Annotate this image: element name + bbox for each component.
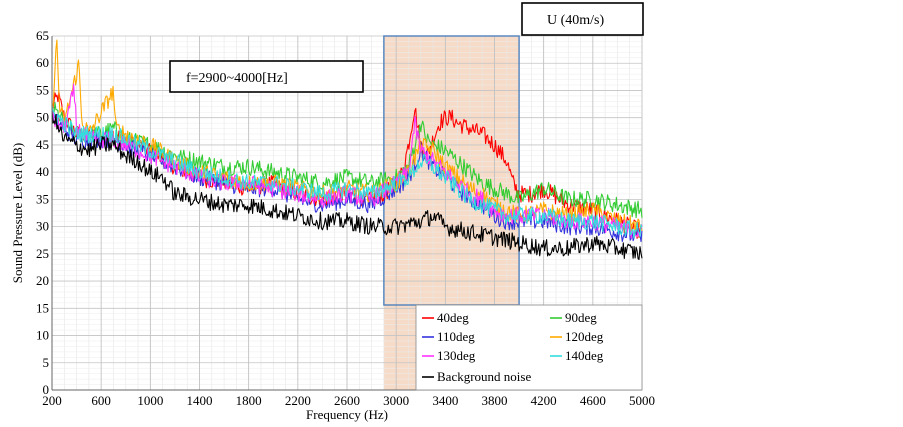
y-tick-label: 60 [36, 55, 49, 70]
y-tick-label: 10 [36, 328, 49, 343]
freq-range-annotation: f=2900~4000[Hz] [169, 60, 364, 93]
x-tick-label: 4200 [531, 393, 557, 408]
x-tick-label: 600 [91, 393, 111, 408]
y-tick-label: 55 [36, 82, 49, 97]
y-tick-label: 40 [36, 164, 49, 179]
y-tick-label: 0 [43, 382, 50, 397]
legend: 40deg 90deg 110deg 120deg 130deg 140deg Backgr… [415, 304, 643, 391]
x-tick-label: 1400 [187, 393, 213, 408]
y-tick-label: 45 [36, 137, 49, 152]
y-axis-title: Sound Pressure Level (dB) [10, 143, 25, 283]
velocity-annotation: U (40m/s) [521, 2, 644, 36]
x-tick-label: 5000 [629, 393, 655, 408]
legend-label: Background noise [437, 369, 531, 384]
y-tick-labels: 0 5 10 15 20 25 30 35 40 45 50 55 60 65 [36, 28, 49, 397]
y-tick-label: 25 [36, 246, 49, 261]
y-tick-label: 35 [36, 191, 49, 206]
y-tick-label: 30 [36, 219, 49, 234]
velocity-text: U (40m/s) [547, 13, 605, 28]
velocity-box [521, 2, 644, 36]
freq-range-text: f=2900~4000[Hz] [186, 71, 288, 86]
series-line-90deg [51, 102, 643, 219]
x-tick-label: 3400 [432, 393, 458, 408]
y-tick-label: 15 [36, 300, 49, 315]
legend-label: 110deg [437, 329, 475, 344]
x-tick-label: 3000 [383, 393, 409, 408]
series-layer [51, 39, 643, 261]
series-line-120deg [51, 39, 643, 234]
legend-label: 140deg [565, 348, 604, 363]
y-tick-label: 20 [36, 273, 49, 288]
y-tick-label: 65 [36, 28, 49, 43]
legend-label: 120deg [565, 329, 604, 344]
legend-label: 90deg [565, 310, 597, 325]
series-line-140deg [51, 105, 643, 239]
x-tick-label: 2200 [285, 393, 311, 408]
x-tick-label: 200 [42, 393, 62, 408]
x-tick-label: 1000 [137, 393, 163, 408]
x-tick-labels: 200 600 1000 1400 1800 2200 2600 3000 3400 3800 42… [42, 393, 655, 408]
x-tick-label: 2600 [334, 393, 360, 408]
y-tick-label: 50 [36, 110, 49, 125]
y-tick-label: 5 [43, 355, 50, 370]
x-tick-label: 1800 [236, 393, 262, 408]
freq-range-box [169, 60, 364, 93]
x-axis-title: Frequency (Hz) [306, 407, 388, 422]
legend-label: 40deg [437, 310, 469, 325]
x-tick-label: 3800 [482, 393, 508, 408]
legend-box [415, 304, 643, 391]
legend-label: 130deg [437, 348, 476, 363]
x-tick-label: 4600 [580, 393, 606, 408]
series-line-background-noise [51, 111, 643, 261]
